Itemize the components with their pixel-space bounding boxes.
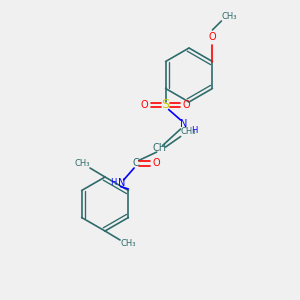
Text: H: H xyxy=(191,126,197,135)
Text: CH₃: CH₃ xyxy=(75,159,90,168)
Text: S: S xyxy=(162,98,170,112)
Text: O: O xyxy=(208,32,216,43)
Text: O: O xyxy=(141,100,148,110)
Text: C: C xyxy=(132,158,139,169)
Text: CH₃: CH₃ xyxy=(221,12,237,21)
Text: N: N xyxy=(118,178,126,188)
Text: CH: CH xyxy=(153,143,167,154)
Text: N: N xyxy=(180,119,187,130)
Text: CH₃: CH₃ xyxy=(180,128,196,136)
Text: O: O xyxy=(153,158,160,169)
Text: H: H xyxy=(110,178,116,188)
Text: O: O xyxy=(183,100,190,110)
Text: CH₃: CH₃ xyxy=(121,239,136,248)
